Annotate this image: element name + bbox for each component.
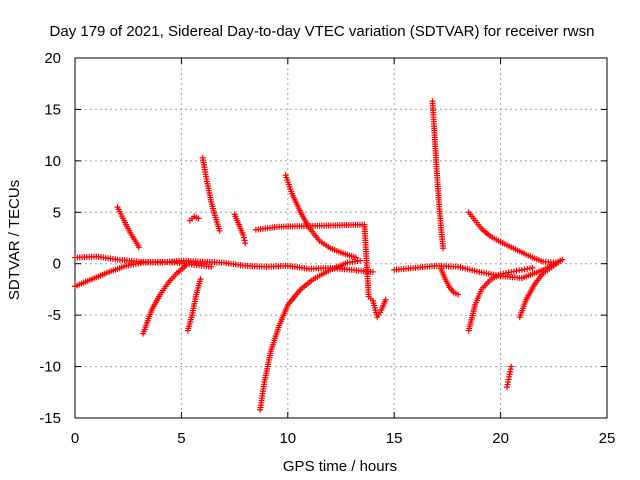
series-baseline-b — [72, 258, 215, 290]
data-point — [208, 263, 215, 270]
series-spike-h17 — [429, 98, 447, 252]
series-arc-h20-low — [465, 264, 536, 334]
data-point — [529, 264, 536, 271]
y-tick-label: 10 — [44, 153, 61, 170]
data-point — [240, 234, 247, 241]
series-spots-mid — [252, 221, 389, 321]
series-arc-h10 — [282, 172, 359, 261]
y-tick-label: 0 — [53, 256, 61, 273]
data-point — [357, 257, 364, 264]
series-arc-h19 — [465, 209, 559, 266]
series-spot-h20 — [503, 363, 515, 391]
y-tick-label: 20 — [44, 50, 61, 67]
data-point — [135, 244, 142, 251]
data-point — [508, 363, 515, 370]
y-tick-label: -15 — [39, 410, 61, 427]
series-arc-h3 — [140, 262, 189, 337]
data-point — [455, 291, 462, 298]
data-point — [216, 227, 223, 234]
x-tick-label: 10 — [279, 430, 296, 447]
x-tick-label: 0 — [71, 430, 79, 447]
x-tick-label: 20 — [492, 430, 509, 447]
plot-frame — [74, 57, 608, 419]
series-arc-h6 — [199, 154, 223, 234]
series-arc-h21 — [516, 256, 566, 321]
series-arc-h18 — [438, 265, 462, 298]
y-tick-label: 5 — [53, 204, 61, 221]
data-point — [369, 268, 376, 275]
y-axis-label: SDTVAR / TECUs — [6, 180, 23, 300]
chart-title: Day 179 of 2021, Sidereal Day-to-day VTE… — [50, 23, 595, 40]
data-marks — [72, 98, 566, 413]
data-point — [241, 237, 248, 244]
series-dip-h9 — [257, 257, 364, 413]
data-point — [242, 240, 249, 247]
series-arc-h5 — [184, 276, 204, 334]
data-point — [240, 231, 247, 238]
series-arc-h7 — [231, 211, 249, 247]
series-arc-h2 — [114, 204, 142, 251]
series-arc-h5b — [186, 213, 202, 224]
y-tick-label: 15 — [44, 101, 61, 118]
x-tick-label: 15 — [386, 430, 403, 447]
x-axis-label: GPS time / hours — [283, 458, 397, 475]
data-point — [382, 296, 389, 303]
y-tick-label: -5 — [48, 307, 61, 324]
data-point — [440, 245, 447, 252]
data-point — [352, 254, 359, 261]
x-tick-label: 25 — [599, 430, 616, 447]
data-point — [559, 256, 566, 263]
data-point — [195, 215, 202, 222]
x-tick-label: 5 — [177, 430, 185, 447]
y-tick-label: -10 — [39, 359, 61, 376]
data-point — [197, 276, 204, 283]
data-point — [182, 262, 189, 269]
axis-ticks: 0 5 10 15 20 25 -15 -10 -5 0 5 10 15 20 — [39, 50, 615, 447]
